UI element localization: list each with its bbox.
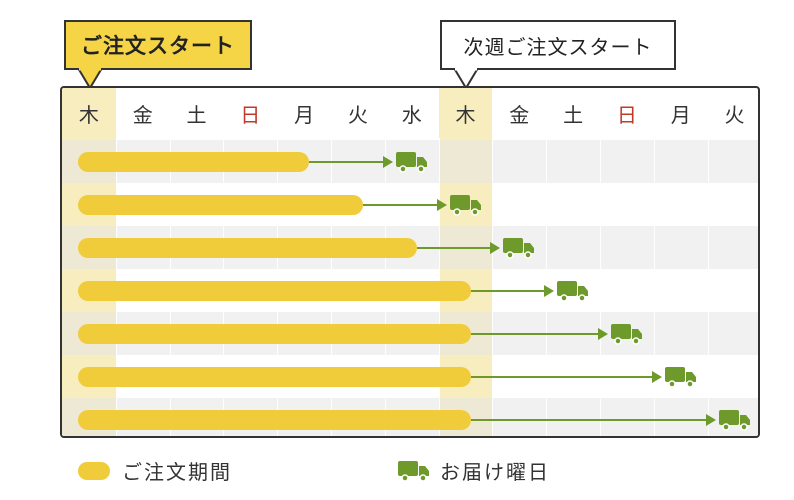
day-header: 日: [240, 102, 261, 127]
delivery-arrow-head: [705, 413, 716, 426]
day-header: 土: [563, 102, 584, 127]
next-week-callout-tail: [452, 68, 480, 90]
delivery-day-label: お届け曜日: [440, 460, 550, 484]
weekly-calendar: 木金土日月火水木金土日月火: [60, 86, 760, 438]
truck-icon: [395, 151, 428, 173]
day-header: 金: [509, 102, 530, 127]
day-header: 木: [455, 102, 476, 127]
order-period-swatch: [78, 461, 110, 480]
order-period-bar: [78, 409, 471, 430]
delivery-arrow-head: [651, 370, 662, 383]
delivery-arrow-head: [436, 198, 447, 211]
delivery-arrow-head: [597, 327, 608, 340]
order-period-bar: [78, 366, 471, 387]
delivery-arrow-head: [544, 284, 555, 297]
day-header: 月: [670, 102, 691, 127]
truck-icon: [557, 280, 589, 302]
truck-icon: [718, 409, 751, 431]
order-period-label: ご注文期間: [122, 460, 232, 484]
column-separator: [492, 138, 494, 436]
column-separator: [653, 138, 655, 436]
column-separator: [707, 138, 709, 436]
day-header: 水: [401, 102, 422, 127]
delivery-arrow-line: [363, 203, 438, 206]
truck-icon: [398, 460, 429, 482]
next-week-callout: 次週ご注文スタート: [440, 20, 676, 70]
column-separator: [600, 138, 601, 436]
delivery-arrow-line: [470, 375, 653, 378]
order-start-callout-tail: [76, 68, 104, 90]
delivery-arrow-head: [382, 155, 393, 168]
order-start-label: ご注文スタート: [81, 34, 235, 58]
delivery-arrow-line: [470, 418, 707, 421]
day-header: 木: [78, 102, 99, 127]
day-header: 火: [724, 102, 745, 127]
order-period-bar: [78, 323, 471, 344]
day-header: 土: [186, 102, 207, 127]
order-period-bar: [78, 237, 418, 258]
legend-order-period: ご注文期間: [78, 456, 232, 485]
day-header: 日: [616, 102, 637, 127]
truck-icon: [503, 237, 535, 259]
day-header: 金: [132, 102, 153, 127]
legend-delivery-day: お届け曜日: [398, 456, 550, 485]
delivery-arrow-line: [470, 332, 599, 335]
next-week-label: 次週ご注文スタート: [463, 34, 653, 59]
truck-icon: [610, 323, 643, 345]
day-header: 月: [294, 102, 315, 127]
day-header: 火: [347, 102, 368, 127]
delivery-arrow-head: [490, 241, 501, 254]
delivery-arrow-line: [470, 289, 546, 292]
order-period-bar: [78, 151, 310, 172]
delivery-arrow-line: [417, 246, 492, 249]
truck-icon: [449, 194, 482, 216]
order-period-bar: [78, 280, 471, 301]
delivery-arrow-line: [309, 160, 384, 163]
order-start-callout: ご注文スタート: [64, 20, 252, 70]
order-period-bar: [78, 194, 364, 215]
truck-icon: [664, 366, 697, 388]
